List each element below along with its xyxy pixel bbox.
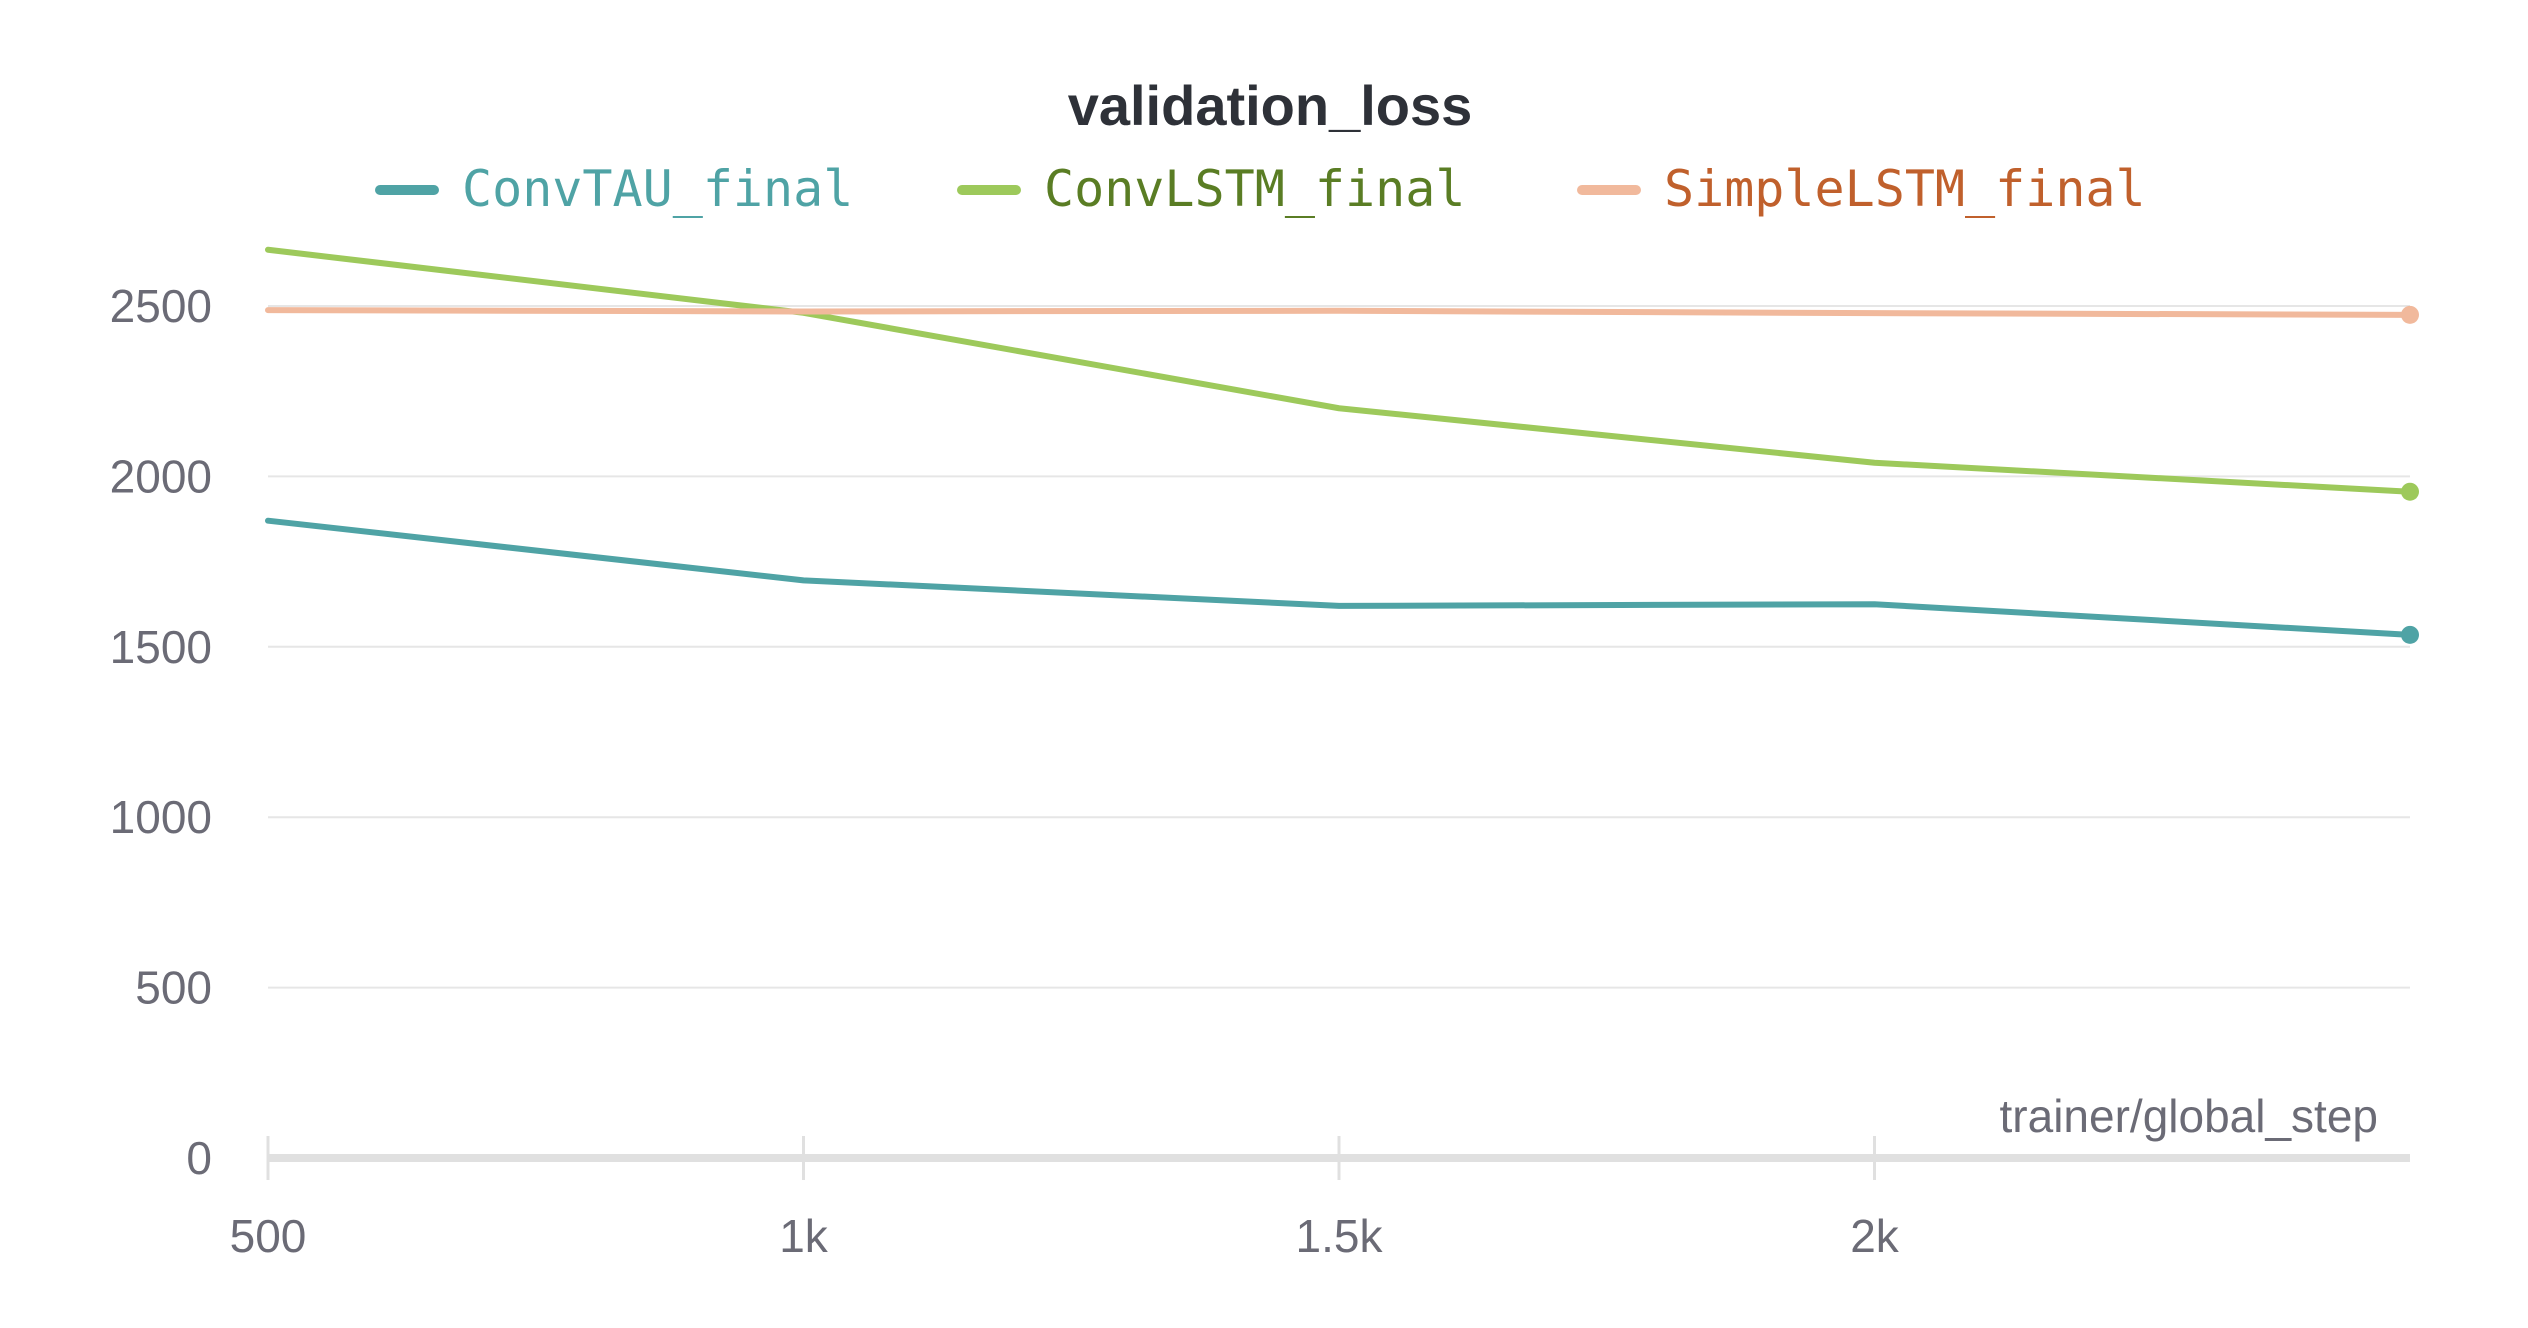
series-line-convlstm-final[interactable]: [265, 246, 2413, 495]
series-endpoint-simplelstm-final[interactable]: [2401, 305, 2419, 324]
series-group[interactable]: [265, 246, 2419, 644]
legend[interactable]: ConvTAU_final ConvLSTM_final SimpleLSTM_fi…: [375, 160, 2146, 218]
legend-item-convtau-final[interactable]: ConvTAU_final: [375, 160, 853, 218]
y-tick-label: 1000: [110, 791, 212, 843]
legend-label: SimpleLSTM_final: [1664, 160, 2146, 218]
y-tick-label: 2500: [110, 280, 212, 332]
x-tick-label: 1.5k: [1296, 1210, 1384, 1262]
x-axis: 500 1k 1.5k 2k: [230, 1136, 2410, 1262]
x-axis-title: trainer/global_step: [2000, 1090, 2378, 1142]
legend-item-simplelstm-final[interactable]: SimpleLSTM_final: [1577, 160, 2146, 218]
x-tick-label: 2k: [1850, 1210, 1900, 1262]
y-tick-label: 1500: [110, 621, 212, 673]
series-line-convtau-final[interactable]: [265, 517, 2413, 638]
y-tick-label: 500: [135, 962, 212, 1014]
x-tick-label: 1k: [779, 1210, 829, 1262]
grid: [268, 305, 2410, 989]
y-tick-label: 0: [186, 1132, 212, 1184]
series-line-simplelstm-final[interactable]: [265, 307, 2413, 318]
legend-label: ConvLSTM_final: [1044, 160, 1465, 218]
x-tick-label: 500: [230, 1210, 307, 1262]
series-endpoint-convlstm-final[interactable]: [2401, 482, 2419, 501]
y-tick-label: 2000: [110, 450, 212, 502]
y-axis: 0 500 1000 1500 2000 2500: [110, 280, 212, 1184]
chart-title: validation_loss: [1068, 74, 1473, 137]
series-endpoint-convtau-final[interactable]: [2401, 625, 2419, 644]
legend-label: ConvTAU_final: [462, 160, 853, 218]
legend-item-convlstm-final[interactable]: ConvLSTM_final: [957, 160, 1465, 218]
